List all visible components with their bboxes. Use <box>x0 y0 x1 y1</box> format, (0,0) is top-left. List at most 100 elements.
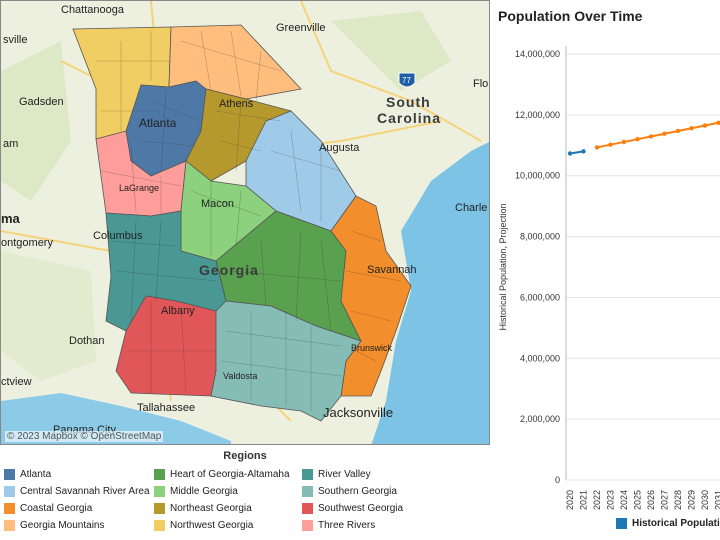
regions-legend: Regions Atlanta Central Savannah River A… <box>0 446 490 540</box>
legend-swatch <box>302 502 313 514</box>
city-label-flo: Flo <box>473 78 488 90</box>
map-green-area <box>331 11 451 91</box>
legend-label: Southwest Georgia <box>318 502 404 514</box>
legend-item-atlanta[interactable]: Atlanta <box>4 466 51 482</box>
data-point[interactable] <box>689 126 694 131</box>
city-label-athens: Athens <box>219 98 254 110</box>
x-tick-label: 2027 <box>660 490 670 510</box>
y-tick-label: 0 <box>555 475 560 485</box>
city-label-am: am <box>3 138 18 150</box>
series-line <box>596 121 720 149</box>
legend-item-river-valley[interactable]: River Valley <box>302 466 371 482</box>
y-tick-label: 10,000,000 <box>515 171 560 181</box>
population-chart-panel: Population Over Time 0 2,000,000 4,000,000… <box>494 0 720 540</box>
highway <box>300 1 482 142</box>
legend-item-three-rivers[interactable]: Three Rivers <box>302 517 375 533</box>
legend-item-heart-of-georgia-altamaha[interactable]: Heart of Georgia-Altamaha <box>154 466 290 482</box>
city-label-greenville: Greenville <box>276 22 326 34</box>
legend-label: Southern Georgia <box>318 485 397 497</box>
legend-swatch <box>4 519 15 531</box>
data-point[interactable] <box>648 134 654 139</box>
y-tick-label: 8,000,000 <box>520 232 560 242</box>
city-label-brunswick: Brunswick <box>351 343 393 353</box>
legend-item-georgia-mountains[interactable]: Georgia Mountains <box>4 517 105 533</box>
y-tick-label: 2,000,000 <box>520 414 560 424</box>
legend-swatch <box>302 485 313 497</box>
region-southern-georgia[interactable] <box>210 300 362 422</box>
legend-label: Central Savannah River Area <box>20 485 150 497</box>
data-point[interactable] <box>567 151 573 156</box>
x-tick-label: 2031 <box>714 490 720 510</box>
legend-swatch <box>154 502 165 514</box>
data-point[interactable] <box>702 123 708 128</box>
x-tick-label: 2025 <box>633 490 643 510</box>
legend-swatch <box>154 485 165 497</box>
state-label-georgia: Georgia <box>199 262 259 278</box>
legend-item-coastal-georgia[interactable]: Coastal Georgia <box>4 500 92 516</box>
data-point[interactable] <box>662 131 667 136</box>
series-line <box>569 150 584 155</box>
legend-swatch <box>154 519 165 531</box>
legend-label: Georgia Mountains <box>20 519 105 531</box>
legend-title: Regions <box>223 450 267 462</box>
legend-item-northeast-georgia[interactable]: Northeast Georgia <box>154 500 252 516</box>
data-point[interactable] <box>635 137 640 142</box>
legend-item-southern-georgia[interactable]: Southern Georgia <box>302 483 397 499</box>
y-tick-label: 6,000,000 <box>520 292 560 302</box>
city-label-augusta: Augusta <box>319 142 360 154</box>
legend-label: Coastal Georgia <box>20 502 93 514</box>
city-label-sville: sville <box>3 34 27 46</box>
data-point[interactable] <box>594 145 600 150</box>
legend-swatch <box>4 468 15 480</box>
legend-label: Three Rivers <box>318 519 376 531</box>
x-tick-label: 2029 <box>687 490 697 510</box>
data-point[interactable] <box>581 149 586 154</box>
state-label-south-carolina-line1: South <box>386 94 431 110</box>
city-label-chattanooga: Chattanooga <box>61 4 125 16</box>
city-label-gadsden: Gadsden <box>19 96 64 108</box>
x-tick-label: 2023 <box>606 490 616 510</box>
regions[interactable] <box>72 24 412 422</box>
legend-label: Northeast Georgia <box>170 502 252 514</box>
legend-item-middle-georgia[interactable]: Middle Georgia <box>154 483 238 499</box>
data-point[interactable] <box>621 139 627 145</box>
legend-swatch <box>302 519 313 531</box>
city-label-albany: Albany <box>161 305 195 317</box>
x-tick-label: 2028 <box>673 490 683 510</box>
chart-legend: Historical Population <box>616 518 720 529</box>
x-tick-label: 2021 <box>579 490 589 510</box>
city-label-macon: Macon <box>201 198 234 210</box>
city-label-savannah: Savannah <box>367 264 417 276</box>
region-coastal-georgia[interactable] <box>330 195 412 397</box>
city-label-columbus: Columbus <box>93 230 143 242</box>
map-canvas[interactable]: Chattanooga Greenville sville Gadsden am… <box>1 1 490 445</box>
legend-item-central-savannah-river-area[interactable]: Central Savannah River Area <box>4 483 150 499</box>
legend-label: Atlanta <box>20 468 52 480</box>
city-label-montgomery: ontgomery <box>1 237 53 249</box>
city-label-jacksonville: Jacksonville <box>323 405 393 420</box>
city-label-ma: ma <box>1 211 21 226</box>
x-tick-label: 2024 <box>619 490 629 510</box>
interstate-shield-icon: 77 <box>398 72 416 88</box>
population-chart[interactable]: 0 2,000,000 4,000,000 6,000,000 8,000,000 10,… <box>494 0 720 540</box>
data-point[interactable] <box>608 142 613 147</box>
data-point[interactable] <box>716 120 720 125</box>
legend-swatch <box>4 502 15 514</box>
city-label-atlanta: Atlanta <box>139 116 177 130</box>
data-point[interactable] <box>675 128 681 134</box>
city-label-charle: Charle <box>455 202 487 214</box>
interstate-number: 77 <box>402 76 411 85</box>
city-label-valdosta: Valdosta <box>223 371 257 381</box>
legend-item-northwest-georgia[interactable]: Northwest Georgia <box>154 517 253 533</box>
y-tick-label: 14,000,000 <box>515 49 560 59</box>
city-label-tallahassee: Tallahassee <box>137 402 195 414</box>
county-lines <box>96 30 402 411</box>
y-axis-label: Historical Population, Projection <box>498 203 508 330</box>
ocean <box>371 142 489 444</box>
legend-label: Middle Georgia <box>170 485 238 497</box>
legend-item-southwest-georgia[interactable]: Southwest Georgia <box>302 500 403 516</box>
region-map[interactable]: Chattanooga Greenville sville Gadsden am… <box>0 0 490 445</box>
x-tick-label: 2026 <box>646 490 656 510</box>
x-tick-label: 2030 <box>700 490 710 510</box>
city-label-dothan: Dothan <box>69 335 104 347</box>
